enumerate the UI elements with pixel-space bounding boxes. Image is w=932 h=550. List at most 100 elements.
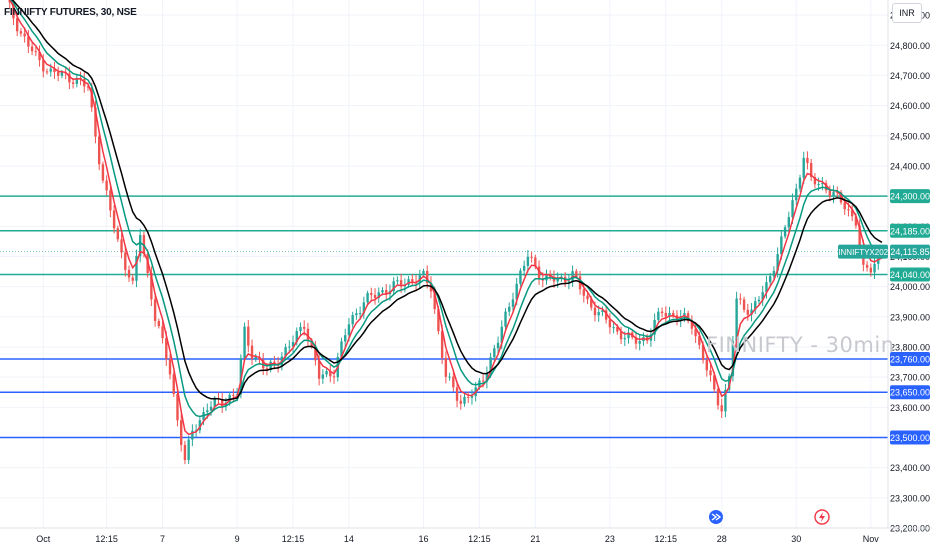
candle-body [627,332,630,339]
candle-body [668,312,671,317]
candle-body [452,376,455,388]
candle-body [358,313,362,315]
candle-body [757,299,761,302]
candle-body [138,235,142,256]
candle-body [694,328,697,337]
candle-body [657,311,660,320]
x-tick-label: 12:15 [95,534,118,544]
candle-body [813,176,817,185]
candle-body [27,36,30,47]
candle-body [161,326,164,339]
candle-body [90,87,93,108]
candle-body [437,309,440,332]
candle-body [42,60,45,72]
dividend-event-icon[interactable] [709,510,723,524]
candle-body [776,254,779,271]
candle-body [183,444,187,461]
candle-body [426,270,429,283]
candle-body [731,341,735,377]
level-label-box [890,430,930,445]
earnings-event-icon[interactable] [814,509,830,525]
candle-body [724,389,727,412]
candle-body [455,387,459,401]
level-label: 24,040.00 [890,270,930,280]
event-markers[interactable] [709,509,830,525]
candle-body [422,270,425,276]
candle-body [489,357,492,374]
candle-body [355,313,358,316]
x-tick-label: 30 [791,534,801,544]
y-tick-label: 24,800.00 [890,41,930,51]
last-price-box [890,244,930,259]
candle-body [608,319,612,328]
symbol-title: FINNIFTY FUTURES, 30, NSE [4,7,137,18]
candle-body [590,299,593,308]
candle-body [265,368,269,371]
candle-body [116,228,120,240]
candle-body [49,68,52,72]
candle-body [19,31,23,34]
candle-body [288,346,291,348]
candle-body [828,190,832,197]
candle-body [45,71,49,73]
candle-body [120,239,123,253]
candle-body [295,331,298,342]
candle-body [795,188,798,201]
candle-body [176,394,179,421]
candlesticks [8,0,884,465]
level-label-box [890,189,930,204]
y-tick-label: 23,900.00 [890,312,930,322]
candle-body [396,280,399,282]
candle-body [168,359,172,375]
candle-body [519,270,522,284]
y-tick-label: 23,300.00 [890,493,930,503]
candle-body [209,406,213,411]
candle-body [232,394,235,396]
candle-body [873,263,876,273]
candle-body [850,209,854,217]
x-tick-label: 16 [418,534,428,544]
candle-body [735,298,738,342]
currency-button[interactable]: INR [892,3,922,23]
candle-body [377,292,380,298]
price-axis[interactable]: 24,900.0024,800.0024,700.0024,600.0024,5… [887,0,930,534]
candle-body [221,399,224,407]
x-tick-label: 14 [344,534,354,544]
level-label-box [890,352,930,367]
candle-body [802,157,805,178]
candle-body [157,320,161,327]
candle-body [690,321,694,329]
candle-body [303,326,306,329]
candle-body [191,430,194,440]
candle-body [153,299,157,321]
time-axis[interactable]: Oct 12:15 7 9 12:15 14 16 12:15 21 23 12:15 28 30 Nov [0,527,932,544]
candle-body [56,72,60,76]
candle-body [71,82,75,84]
candle-body [787,217,791,228]
candle-body [105,180,108,191]
x-tick-label: 28 [717,534,727,544]
candle-body [269,361,272,371]
candle-body [672,312,675,316]
candle-body [314,346,317,361]
candle-body [556,278,559,282]
level-label-box [890,223,930,238]
candle-body [344,335,347,342]
candle-body [243,326,246,359]
candle-body [30,46,34,52]
candle-body [481,380,485,382]
chart-watermark: FINNIFTY - 30min [706,333,895,357]
candle-body [407,279,410,285]
candle-body [60,72,64,76]
candle-body [582,289,585,296]
candle-body [433,291,436,310]
candle-body [836,192,839,194]
candle-body [843,202,846,210]
candle-body [247,326,250,346]
y-tick-label: 24,700.00 [890,71,930,81]
candle-body [75,77,79,84]
candle-body [720,405,723,412]
candle-body [765,282,768,293]
y-tick-label: 23,400.00 [890,463,930,473]
